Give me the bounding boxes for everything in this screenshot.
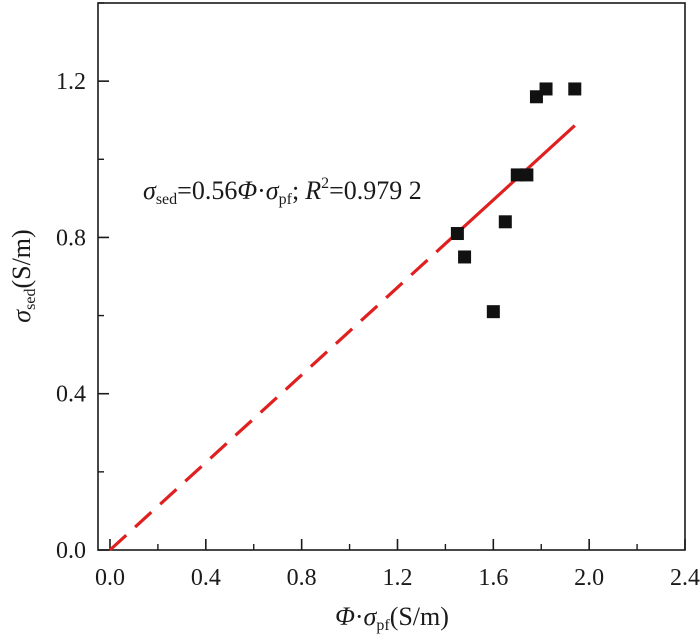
data-point: [450, 227, 464, 241]
x-tick-label: 1.2: [382, 565, 412, 591]
annotation-phi: Φ: [237, 176, 257, 205]
x-tick-label: 2.0: [574, 565, 604, 591]
x-tick-label: 0.4: [191, 565, 221, 591]
annotation-r2-value: =0.979 2: [329, 176, 422, 205]
x-label-unit: (S/m): [390, 602, 449, 631]
y-tick-label: 0.0: [56, 538, 86, 564]
annotation-dot: ·: [257, 176, 266, 205]
x-tick-label: 0.8: [287, 565, 317, 591]
plot-frame: [97, 2, 686, 551]
annotation-separator: ;: [292, 176, 299, 205]
y-axis-tick-labels: 0.0 0.4 0.8 1.2: [56, 69, 86, 564]
y-tick-label: 1.2: [56, 69, 86, 95]
data-point: [539, 82, 553, 96]
annotation-sigma: σ: [143, 176, 157, 205]
x-axis-tick-labels: 0.0 0.4 0.8 1.2 1.6 2.0 2.4: [95, 565, 700, 591]
data-point: [486, 305, 500, 319]
y-axis-ticks: [98, 2, 109, 551]
data-point: [568, 82, 582, 96]
y-label-sigma: σ: [7, 309, 36, 323]
y-tick-label: 0.4: [56, 382, 86, 408]
annotation-sub-pf: pf: [279, 191, 293, 208]
x-tick-label: 0.0: [95, 565, 125, 591]
y-tick-label: 0.8: [56, 225, 86, 251]
annotation-sub-sed: sed: [156, 191, 177, 208]
y-label-unit: (S/m): [7, 229, 36, 288]
x-tick-label: 2.4: [670, 565, 700, 591]
annotation-coefficient: =0.56: [177, 176, 237, 205]
annotation-r: R: [304, 176, 321, 205]
data-points: [450, 82, 582, 319]
x-label-phi: Φ: [335, 602, 355, 631]
x-tick-label: 1.6: [478, 565, 508, 591]
x-axis-label: Φ·σpf(S/m): [335, 602, 449, 634]
data-point: [520, 168, 534, 182]
data-point: [458, 250, 472, 264]
x-axis-ticks: [109, 539, 686, 550]
x-label-sub: pf: [376, 617, 390, 634]
x-label-sigma: σ: [364, 602, 378, 631]
fit-equation-annotation: σsed=0.56Φ·σpf; R2=0.979 2: [143, 175, 422, 208]
data-point: [498, 215, 512, 229]
x-label-dot: ·: [355, 602, 364, 631]
y-label-sub: sed: [22, 289, 39, 310]
fit-line-dashed: [108, 233, 457, 552]
annotation-r-superscript: 2: [321, 175, 329, 192]
annotation-sigma-pf: σ: [266, 176, 280, 205]
y-axis-label: σsed(S/m): [7, 229, 39, 322]
